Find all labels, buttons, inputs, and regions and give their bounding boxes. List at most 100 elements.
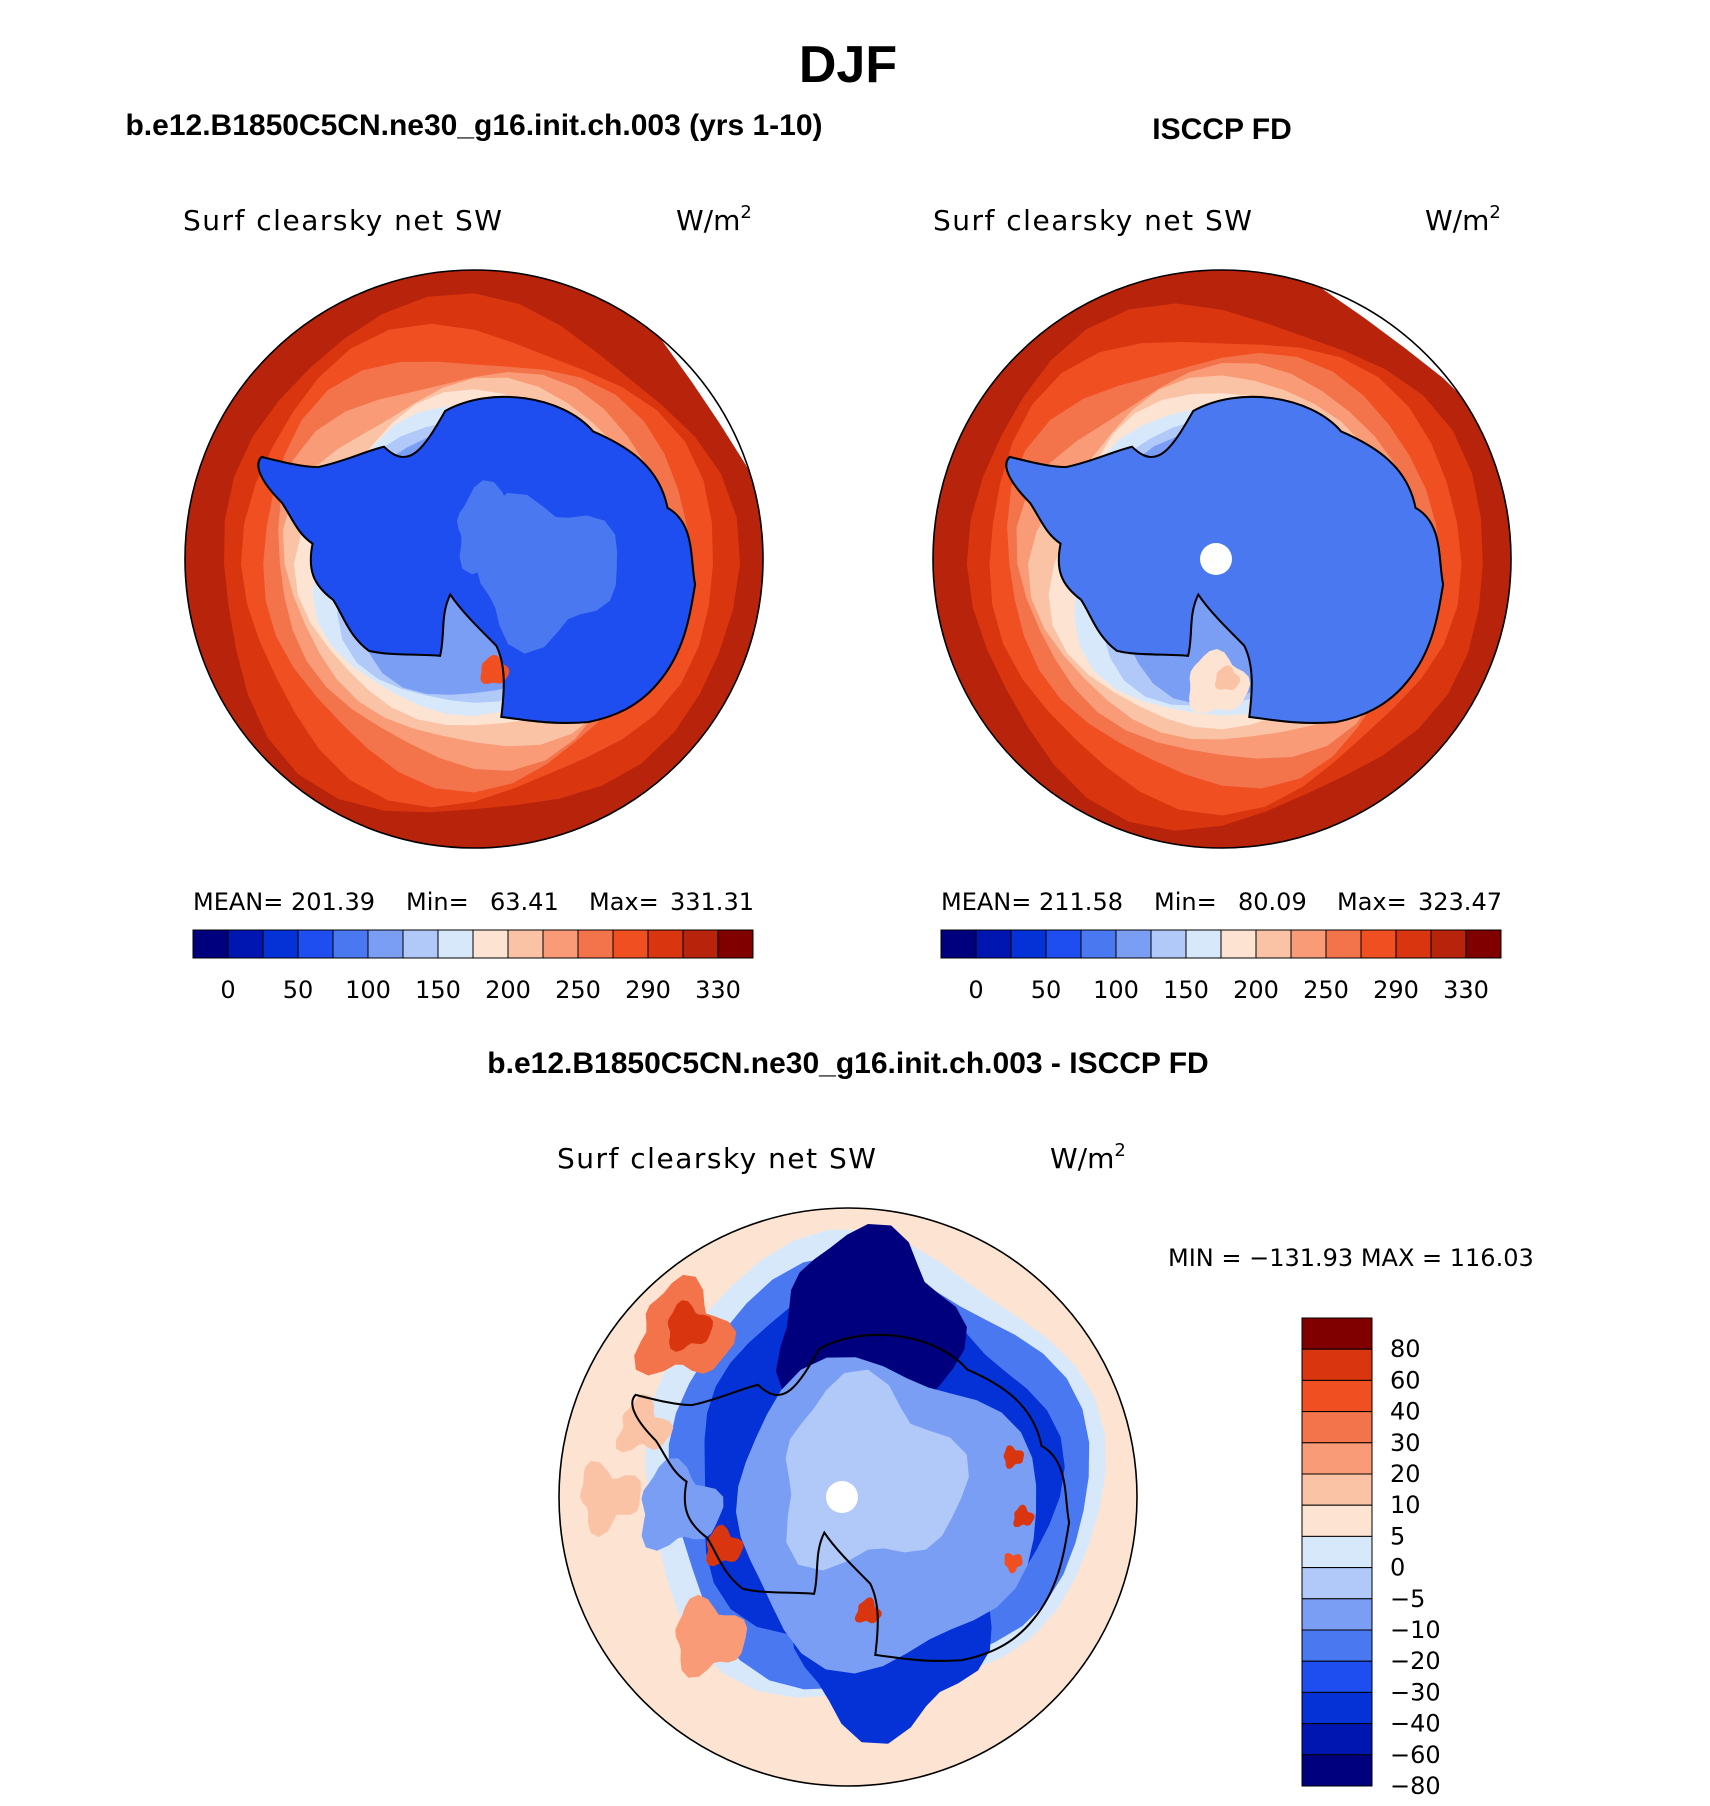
panel-b-title: ISCCP FD [1152, 113, 1291, 146]
contour-level-9 [579, 1460, 641, 1538]
colorbar-tick-label: 40 [1390, 1398, 1421, 1426]
colorbar-box [577, 929, 614, 959]
panel-a-variable: Surf clearsky net SW [183, 204, 503, 237]
panel-b-min-label: Min= [1154, 888, 1217, 916]
colorbar-box [1301, 1411, 1373, 1444]
panel-c-title: b.e12.B1850C5CN.ne30_g16.init.ch.003 - I… [487, 1047, 1208, 1080]
colorbar-box [612, 929, 649, 959]
colorbar-box [1301, 1348, 1373, 1381]
colorbar-tick-label: 0 [1390, 1554, 1405, 1582]
map-border [932, 269, 1512, 849]
panel-c-stats: MIN = −131.93 MAX = 116.03 [1168, 1244, 1534, 1272]
colorbar-box [1360, 929, 1397, 959]
colorbar-tick-label: 100 [1093, 976, 1139, 1004]
colorbar-box [262, 929, 299, 959]
colorbar-tick-label: 5 [1390, 1522, 1405, 1550]
panel-c-units: W/m2 [1050, 1140, 1126, 1175]
colorbar-box [1301, 1754, 1373, 1787]
map-fill [933, 270, 1511, 848]
colorbar-box [1010, 929, 1047, 959]
plateau-patch [457, 480, 540, 575]
map-panel-observations [932, 269, 1512, 849]
colorbar-difference: 80 60 40 30 20 10 5 0 −5 −10 −20 −30 −40 −60 −80 [1301, 1317, 1441, 1800]
colorbar-box [1301, 1598, 1373, 1631]
colorbar-box [1150, 929, 1187, 959]
colorbar-tick-label: 200 [485, 976, 531, 1004]
colorbar-box [1301, 1691, 1373, 1725]
warm-patch [480, 654, 510, 684]
colorbar-box [332, 929, 369, 959]
colorbar-tick-label: 50 [1031, 976, 1062, 1004]
colorbar-box [1301, 1379, 1373, 1413]
colorbar-box [1115, 929, 1152, 959]
colorbar-box [1290, 929, 1327, 959]
panel-b-units: W/m2 [1425, 202, 1501, 237]
colorbar-tick-label: 0 [220, 976, 235, 1004]
colorbar-box [975, 929, 1012, 959]
contour-level-13 [706, 1524, 744, 1567]
colorbar-tick-label: 50 [283, 976, 314, 1004]
colorbar-tick-label: 150 [415, 976, 461, 1004]
panel-b-max-label: Max= [1337, 888, 1407, 916]
colorbar-tick-label: 150 [1163, 976, 1209, 1004]
colorbar-box [1325, 929, 1362, 959]
colorbar-box [472, 929, 509, 959]
colorbar-box [507, 929, 544, 959]
map-panel-model [184, 269, 764, 849]
contour-level-5 [641, 1458, 724, 1551]
panel-b-max-value: 323.47 [1418, 888, 1502, 916]
colorbar-tick-label: 290 [625, 976, 671, 1004]
colorbar-tick-label: 20 [1390, 1460, 1421, 1488]
contour-level-13 [1013, 1504, 1035, 1528]
colorbar-tick-label: −10 [1390, 1616, 1441, 1644]
contour-level-10 [675, 1594, 748, 1678]
map-fill [185, 270, 763, 848]
panel-b-min-value: 80.09 [1238, 888, 1307, 916]
colorbar-tick-label: −40 [1390, 1710, 1441, 1738]
colorbar-tick-label: 10 [1390, 1491, 1421, 1519]
colorbar-box [367, 929, 404, 959]
colorbar-tick-label: −5 [1390, 1585, 1425, 1613]
colorbar-tick-label: −30 [1390, 1678, 1441, 1706]
missing-data-pole [1200, 543, 1232, 575]
colorbar-box [1301, 1442, 1373, 1475]
colorbar-box [1430, 929, 1467, 959]
colorbar-box [1301, 1504, 1373, 1537]
colorbar-box [227, 929, 264, 959]
panel-a-min-value: 63.41 [490, 888, 559, 916]
contour-level-6 [785, 1369, 969, 1571]
colorbar-tick-label: 250 [555, 976, 601, 1004]
panel-a-min-label: Min= [406, 888, 469, 916]
colorbar-box [1465, 929, 1502, 959]
panel-a-max-value: 331.31 [670, 888, 754, 916]
map-border [184, 269, 764, 849]
colorbar-box [1080, 929, 1117, 959]
colorbar-tick-label: 290 [1373, 976, 1419, 1004]
map-fill [559, 1208, 1137, 1786]
colorbar-box [542, 929, 579, 959]
colorbar-box [192, 929, 229, 959]
contour-level-13 [667, 1300, 713, 1352]
colorbar-tick-label: 330 [695, 976, 741, 1004]
colorbar-box [717, 929, 754, 959]
panel-c-variable: Surf clearsky net SW [557, 1142, 877, 1175]
colorbar-tick-label: 30 [1390, 1429, 1421, 1457]
panel-a-title: b.e12.B1850C5CN.ne30_g16.init.ch.003 (yr… [125, 109, 822, 142]
colorbar-box [1301, 1535, 1373, 1569]
colorbar-tick-label: −80 [1390, 1772, 1441, 1800]
colorbar-box [1395, 929, 1432, 959]
colorbar-box [1301, 1723, 1373, 1756]
colorbar-tick-label: −60 [1390, 1741, 1441, 1769]
colorbar-box [647, 929, 684, 959]
panel-a-units: W/m2 [676, 202, 752, 237]
colorbar-tick-label: 60 [1390, 1366, 1421, 1394]
figure-title: DJF [799, 36, 897, 94]
map-panel-difference [558, 1207, 1138, 1787]
contour-level-13 [854, 1597, 882, 1624]
panel-b-variable: Surf clearsky net SW [933, 204, 1253, 237]
contour-level-12 [1004, 1552, 1023, 1574]
panel-a-mean-value: 201.39 [291, 888, 375, 916]
warm-patch [1214, 665, 1241, 690]
colorbar-tick-label: 80 [1390, 1335, 1421, 1363]
